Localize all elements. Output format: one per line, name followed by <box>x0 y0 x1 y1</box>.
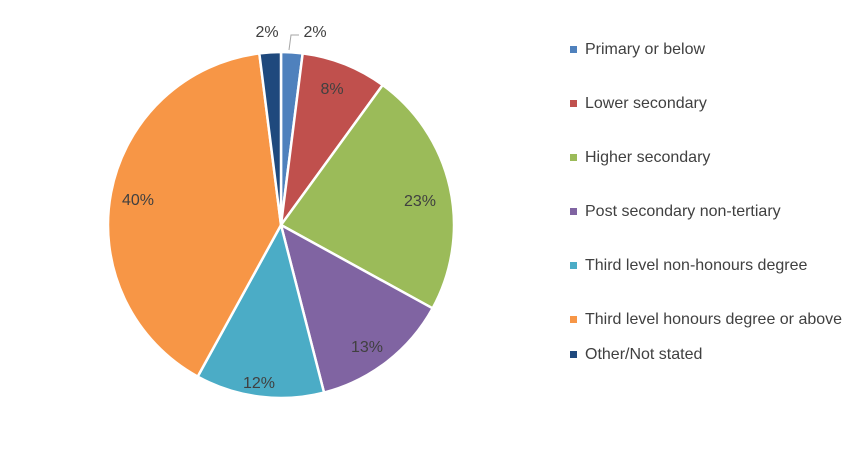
pie-slice-other-not-stated <box>258 50 283 227</box>
legend-swatch <box>570 208 577 215</box>
pie-slice-higher-secondary <box>279 83 456 310</box>
legend-swatch <box>570 316 577 323</box>
legend-item-lower-secondary: Lower secondary <box>570 94 860 113</box>
legend-swatch <box>570 46 577 53</box>
pie-slice-post-secondary-non-tertiary <box>279 223 434 394</box>
legend-swatch <box>570 351 577 358</box>
legend-item-third-level-non-honours-degree: Third level non-honours degree <box>570 256 860 275</box>
legend-label: Lower secondary <box>585 95 707 112</box>
pie-slice-third-level-non-honours-degree <box>196 223 326 400</box>
pie-slice-third-level-honours-degree-or-above <box>106 52 283 378</box>
legend-label: Higher secondary <box>585 149 711 166</box>
legend-label: Post secondary non-tertiary <box>585 203 781 220</box>
legend-item-higher-secondary: Higher secondary <box>570 148 860 167</box>
legend-swatch <box>570 262 577 269</box>
legend-swatch <box>570 100 577 107</box>
legend-label: Third level honours degree or above <box>585 311 843 328</box>
legend-item-third-level-honours-degree-or-above: Third level honours degree or above <box>570 310 860 329</box>
legend-swatch <box>570 154 577 161</box>
data-label-third-level-non-honours-degree: 12% <box>243 375 275 392</box>
legend-label: Third level non-honours degree <box>585 257 808 274</box>
data-label-third-level-honours-degree-or-above: 40% <box>122 192 154 209</box>
legend-item-post-secondary-non-tertiary: Post secondary non-tertiary <box>570 202 860 221</box>
data-label-post-secondary-non-tertiary: 13% <box>351 339 383 356</box>
data-label-lower-secondary: 8% <box>320 81 343 98</box>
data-label-primary-or-below: 2% <box>303 24 326 41</box>
legend-label: Primary or below <box>585 41 706 58</box>
data-label-higher-secondary: 23% <box>404 193 436 210</box>
legend-label: Other/Not stated <box>585 346 703 363</box>
legend-item-other-not-stated: Other/Not stated <box>570 345 860 364</box>
leader-line <box>288 34 299 51</box>
legend: Primary or below Lower secondary Higher se… <box>570 40 860 364</box>
legend-item-primary-or-below: Primary or below <box>570 40 860 59</box>
data-label-other-not-stated: 2% <box>255 24 278 41</box>
